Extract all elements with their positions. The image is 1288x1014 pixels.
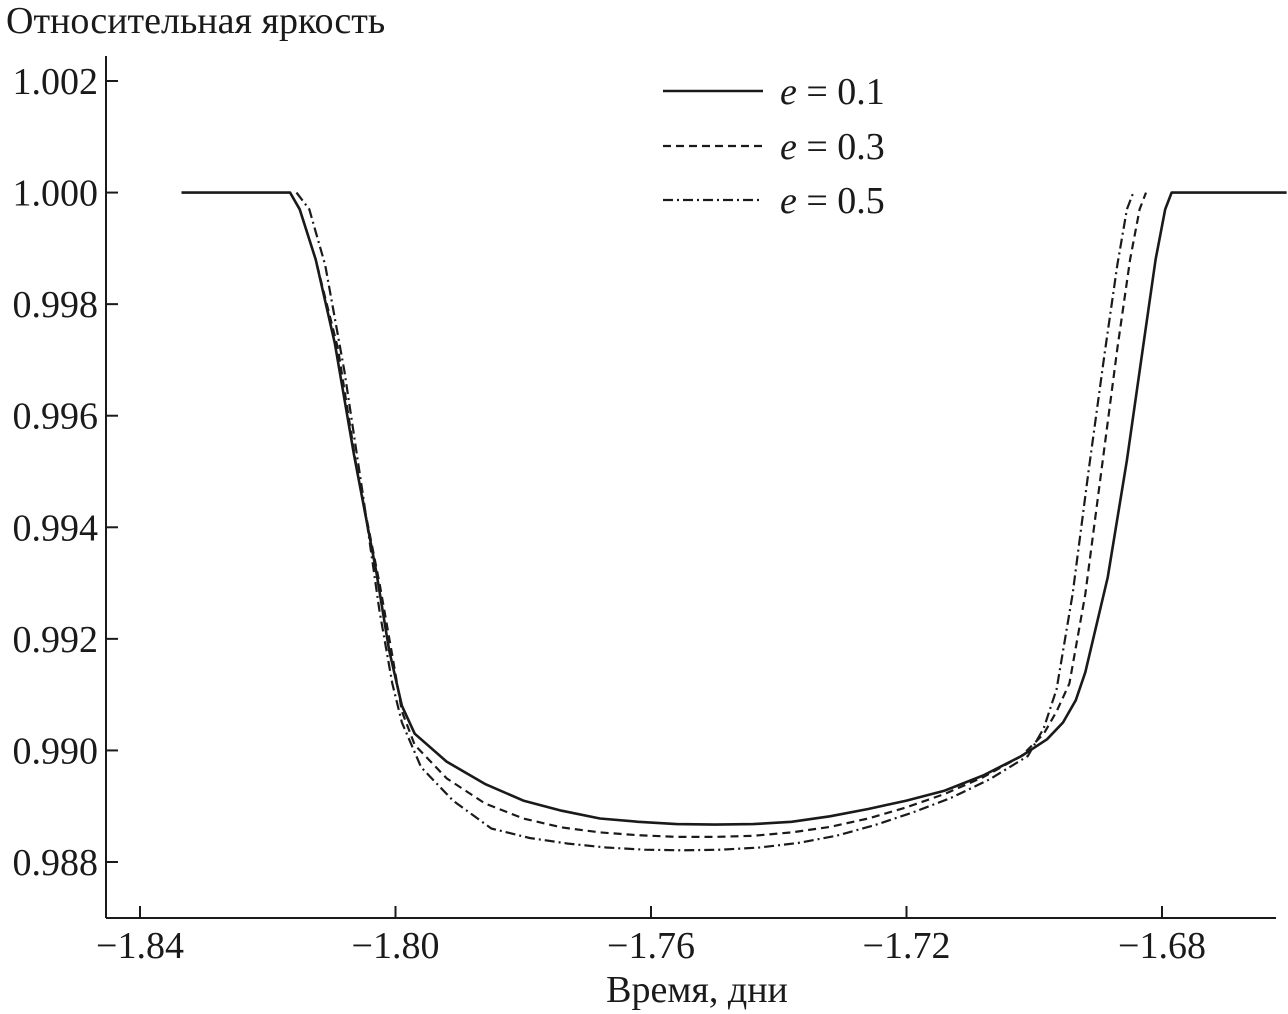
x-tick-label: −1.80 bbox=[352, 925, 440, 967]
y-tick-label: 0.988 bbox=[13, 842, 99, 884]
y-tick-label: 1.000 bbox=[13, 173, 99, 215]
legend-label-1: e = 0.1 bbox=[780, 71, 885, 113]
legend-label-3: e = 0.5 bbox=[780, 180, 885, 222]
y-tick-label: 0.998 bbox=[13, 284, 99, 326]
y-tick-label: 0.996 bbox=[13, 396, 99, 438]
x-tick-label: −1.84 bbox=[96, 925, 184, 967]
series-line-2 bbox=[289, 192, 1148, 839]
y-tick-label: 0.994 bbox=[13, 507, 99, 549]
x-tick-label: −1.72 bbox=[863, 925, 951, 967]
legend: e = 0.1 e = 0.3 e = 0.5 bbox=[663, 71, 885, 222]
y-axis-ticks: 0.988 0.990 0.992 0.994 0.996 0.998 1.000 1.002 bbox=[13, 61, 118, 884]
x-tick-label: −1.76 bbox=[607, 925, 695, 967]
y-axis-title: Относительная яркость bbox=[6, 0, 385, 42]
y-tick-label: 0.992 bbox=[13, 619, 99, 661]
x-axis-title: Время, дни bbox=[606, 969, 788, 1011]
x-axis-ticks: −1.84 −1.80 −1.76 −1.72 −1.68 bbox=[96, 906, 1206, 967]
series-line-1 bbox=[181, 191, 1287, 826]
legend-label-2: e = 0.3 bbox=[780, 126, 885, 168]
y-tick-label: 1.002 bbox=[13, 61, 99, 103]
y-tick-label: 0.990 bbox=[13, 730, 99, 772]
series-layer bbox=[181, 191, 1287, 852]
x-tick-label: −1.68 bbox=[1118, 925, 1206, 967]
plot-area: 0.988 0.990 0.992 0.994 0.996 0.998 1.000 1.002… bbox=[13, 56, 1287, 967]
